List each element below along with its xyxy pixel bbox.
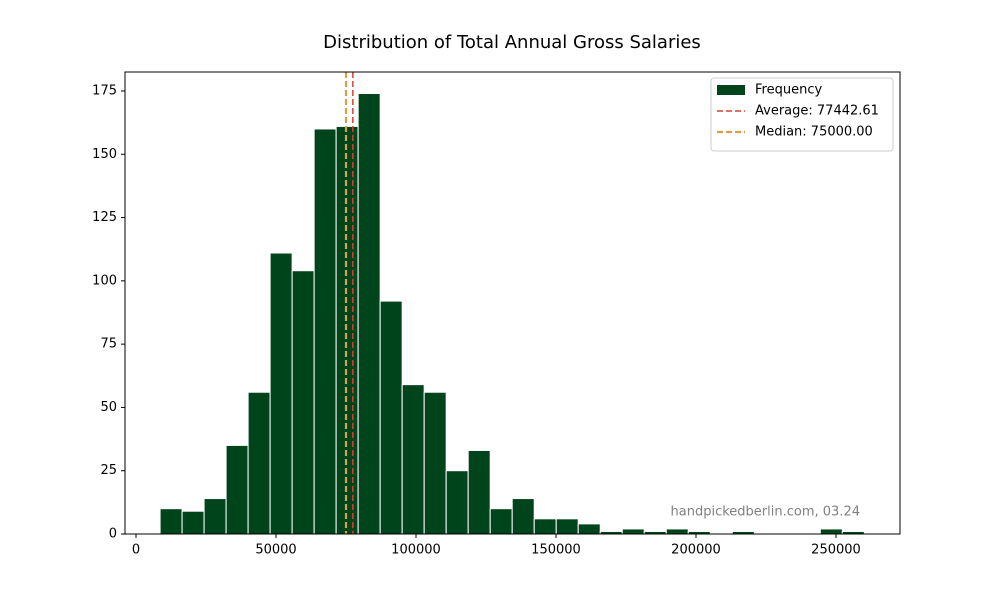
legend-label: Frequency [755, 83, 822, 98]
x-tick-label: 50000 [255, 543, 296, 558]
x-tick-label: 100000 [391, 543, 441, 558]
y-tick-label: 125 [92, 210, 117, 225]
bar [423, 391, 447, 535]
bar [357, 93, 381, 535]
bar [577, 523, 601, 535]
bar [401, 384, 425, 535]
bar [555, 518, 579, 535]
bar [291, 270, 315, 535]
bar [511, 498, 535, 535]
legend: Frequency Average: 77442.61 Median: 75000.… [710, 77, 894, 152]
bar [621, 528, 645, 535]
y-tick-label: 75 [100, 337, 117, 352]
x-tick-label: 200000 [671, 543, 721, 558]
x-tick-label: 150000 [531, 543, 581, 558]
legend-frame [710, 77, 894, 152]
x-tick-label: 250000 [811, 543, 861, 558]
bar [247, 391, 271, 535]
legend-label: Average: 77442.61 [755, 104, 879, 119]
y-tick-label: 100 [92, 273, 117, 288]
bar [379, 300, 403, 535]
bar [665, 528, 689, 535]
chart-title: Distribution of Total Annual Gross Salar… [323, 32, 701, 53]
bar [159, 508, 183, 535]
bar [533, 518, 557, 535]
x-tick-label: 0 [132, 543, 140, 558]
y-tick-label: 150 [92, 147, 117, 162]
y-tick-label: 175 [92, 83, 117, 98]
legend-label: Median: 75000.00 [755, 125, 873, 140]
plot-frame [124, 71, 901, 535]
bar [313, 128, 337, 535]
bar [203, 498, 227, 535]
y-tick-label: 25 [100, 463, 117, 478]
y-tick-label: 0 [109, 527, 117, 542]
legend-swatch [717, 85, 745, 95]
bar [269, 252, 293, 535]
annotation: handpickedberlin.com, 03.24 [671, 505, 860, 520]
y-tick-label: 50 [100, 400, 117, 415]
bar [467, 449, 491, 535]
bar [225, 444, 249, 535]
bar [819, 528, 843, 535]
bar [489, 508, 513, 535]
bar [181, 510, 205, 535]
bar [445, 470, 469, 535]
bar [335, 125, 359, 535]
